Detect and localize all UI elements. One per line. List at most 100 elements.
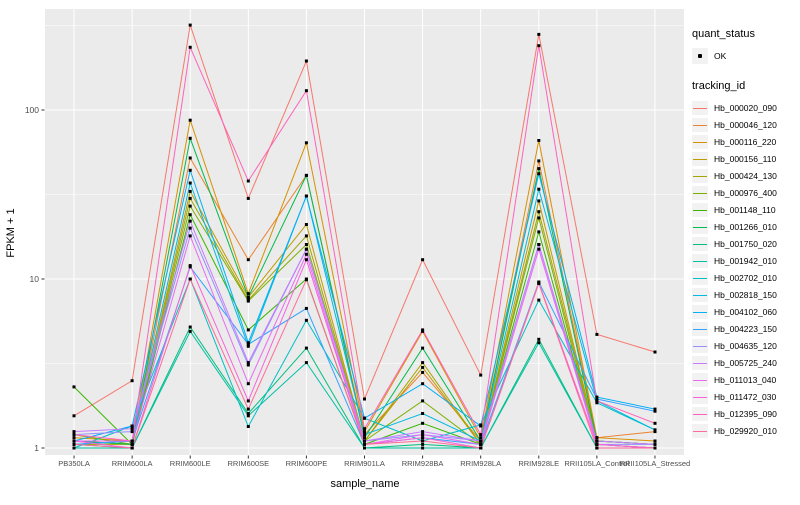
data-point	[363, 439, 366, 443]
data-point	[595, 399, 599, 403]
data-point	[188, 118, 192, 122]
data-point	[537, 210, 541, 214]
data-point	[72, 414, 76, 418]
legend-label: Hb_001148_110	[714, 204, 776, 215]
data-point	[363, 427, 366, 431]
data-point	[537, 216, 541, 220]
data-point	[421, 382, 425, 386]
x-tick-label: RRII105LA_Stressed	[620, 459, 690, 468]
data-point	[188, 234, 192, 238]
data-point	[421, 399, 425, 403]
data-point	[421, 370, 425, 374]
data-point	[304, 252, 308, 256]
data-point	[537, 159, 541, 163]
data-point	[72, 385, 76, 389]
legend-item-Hb_000046_120: Hb_000046_120	[692, 116, 798, 133]
legend-line-icon	[693, 226, 707, 228]
x-tick-label: RRII105LA_Control	[564, 459, 629, 468]
data-point	[653, 430, 657, 434]
legend-item-Hb_001148_110: Hb_001148_110	[692, 201, 798, 218]
data-point	[188, 168, 192, 172]
data-point	[304, 234, 308, 238]
plot-panel: PB350LA RRIM600LA RRIM600LE RRIM600SE RRIM60…	[25, 9, 690, 468]
data-point	[188, 264, 192, 268]
legend-label-ok: OK	[714, 51, 727, 61]
data-point	[304, 247, 308, 251]
legend-item-Hb_000020_090: Hb_000020_090	[692, 99, 798, 116]
legend-key-swatch	[692, 270, 708, 285]
data-point	[188, 329, 192, 333]
data-point	[595, 442, 599, 446]
data-point	[537, 247, 541, 251]
legend-line-icon	[693, 260, 707, 262]
legend-label: Hb_000976_400	[714, 187, 777, 198]
data-point	[363, 416, 366, 420]
data-point	[246, 196, 250, 200]
data-point	[72, 433, 76, 437]
data-point	[304, 346, 308, 350]
data-point	[595, 436, 599, 440]
data-point	[537, 230, 541, 234]
x-tick-label: RRIM600LA	[112, 459, 153, 468]
data-point	[421, 346, 425, 350]
legend-line-icon	[693, 345, 707, 347]
data-point	[537, 32, 541, 36]
data-point	[537, 44, 541, 48]
data-point	[188, 226, 192, 230]
legend-line-icon	[693, 294, 707, 296]
y-tick-label: 10	[30, 274, 40, 284]
data-point	[246, 328, 250, 332]
legend-item-Hb_000156_110: Hb_000156_110	[692, 150, 798, 167]
data-point	[363, 430, 366, 434]
legend-label: Hb_001266_010	[714, 221, 777, 232]
data-point	[188, 204, 192, 208]
legend-tracking-items: Hb_000020_090 Hb_000046_120 Hb_000116_220 H…	[692, 99, 798, 439]
legend-item-Hb_005725_240: Hb_005725_240	[692, 354, 798, 371]
legend-key-swatch	[692, 389, 708, 404]
legend-line-icon	[693, 362, 707, 364]
data-point	[421, 442, 425, 446]
data-point	[653, 350, 657, 354]
data-point	[363, 442, 366, 446]
legend-key-swatch	[692, 100, 708, 115]
data-point	[363, 397, 366, 401]
legend-key-swatch	[692, 321, 708, 336]
data-point	[72, 436, 76, 440]
data-point	[653, 421, 657, 425]
data-point	[537, 172, 541, 176]
data-point	[304, 258, 308, 262]
legend-key-swatch	[692, 117, 708, 132]
x-tick-label: PB350LA	[58, 459, 90, 468]
legend-key-swatch	[692, 168, 708, 183]
data-point	[595, 446, 599, 450]
data-point	[537, 337, 541, 341]
data-point	[537, 187, 541, 191]
data-point	[304, 89, 308, 93]
data-point	[188, 23, 192, 27]
x-tick-label: RRIM928LA	[460, 459, 501, 468]
legend-key-swatch	[692, 185, 708, 200]
legend-label: Hb_029920_010	[714, 425, 777, 436]
legend-item-Hb_002818_150: Hb_002818_150	[692, 286, 798, 303]
data-point	[304, 173, 308, 177]
data-point	[363, 433, 366, 437]
data-point	[188, 136, 192, 140]
data-point	[188, 45, 192, 49]
legend-key-swatch	[692, 338, 708, 353]
x-tick-label: RRIM600SE	[227, 459, 269, 468]
point-marker-icon	[692, 48, 708, 64]
x-tick-label: RRIM901LA	[344, 459, 385, 468]
legend-item-Hb_000424_130: Hb_000424_130	[692, 167, 798, 184]
data-point	[72, 442, 76, 446]
legend-key-swatch	[692, 406, 708, 421]
data-point	[653, 446, 657, 450]
data-point	[479, 433, 483, 437]
legend-label: Hb_002702_010	[714, 272, 777, 283]
data-point	[479, 442, 483, 446]
legend-label: Hb_000020_090	[714, 102, 777, 113]
legend: quant_status OK tracking_id Hb_000020_09…	[692, 28, 798, 439]
data-point	[188, 181, 192, 185]
legend-key-swatch	[692, 236, 708, 251]
data-point	[304, 59, 308, 63]
data-point	[595, 401, 599, 405]
